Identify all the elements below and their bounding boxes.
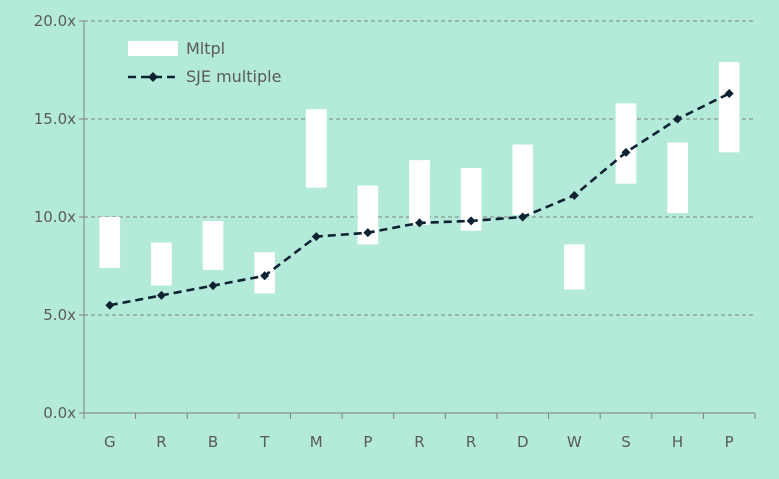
sje-marker [518,212,528,222]
sje-marker [363,228,373,238]
y-tick-label: 5.0x [43,306,76,324]
sje-marker [569,190,579,200]
x-tick-label: P [725,433,734,451]
legend-label-mltpl: Mltpl [186,39,225,58]
range-bars [99,62,740,294]
x-tick-label: B [208,433,218,451]
legend-swatch-sje-marker [148,72,158,82]
y-tick-label: 15.0x [34,110,76,128]
x-tick-label: R [156,433,166,451]
sje-marker [466,216,476,226]
range-bar [305,109,327,188]
y-tick-label: 10.0x [34,208,76,226]
x-tick-label: P [363,433,372,451]
range-bar [460,168,482,231]
x-tick-label: M [310,433,323,451]
legend-label-sje-multiple: SJE multiple [186,67,281,86]
x-tick-label: T [259,433,270,451]
x-tick-label: W [567,433,582,451]
legend-swatch-mltpl [128,41,178,56]
sje-marker [208,281,218,291]
range-bar [202,220,224,270]
x-tick-label: R [414,433,424,451]
y-tick-label: 0.0x [43,404,76,422]
legend: Mltpl SJE multiple [128,39,281,86]
sje-marker [724,89,734,99]
x-tick-label: H [672,433,683,451]
x-tick-label: R [466,433,476,451]
range-bar [564,244,585,290]
range-bar [718,62,740,153]
range-bar [667,142,688,214]
sje-marker [415,218,424,228]
range-bar [357,185,379,245]
tick-labels: 0.0x 5.0x 10.0x 15.0x 20.0x G R B T M P R R D W S H P [34,12,734,451]
x-tick-label: S [621,433,631,451]
sje-marker [311,232,321,242]
axes [79,20,756,419]
sje-marker [156,290,166,300]
range-bar [512,144,534,216]
sje-marker [673,114,683,124]
range-bar [151,242,172,286]
sje-marker [621,147,631,157]
y-tick-label: 20.0x [34,12,76,30]
x-tick-label: G [104,433,116,451]
range-bar [99,217,121,268]
sje-line [105,89,734,310]
sje-marker [105,300,115,310]
sje-marker [260,271,270,281]
x-tick-label: D [517,433,529,451]
range-bar [409,160,430,225]
range-bar [615,103,637,184]
